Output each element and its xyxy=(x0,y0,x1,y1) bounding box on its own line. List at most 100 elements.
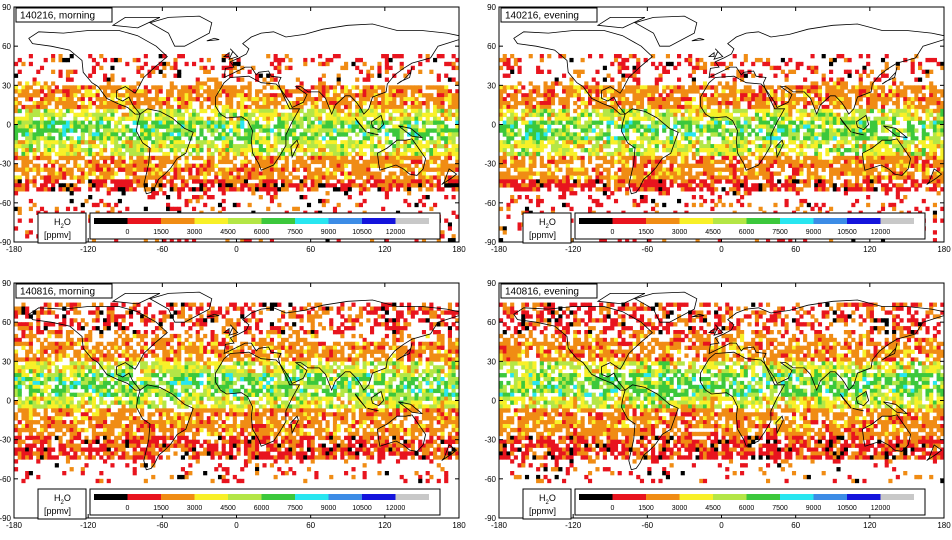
vapour-cell xyxy=(803,121,807,125)
vapour-cell xyxy=(92,136,96,140)
vapour-cell xyxy=(144,156,148,160)
vapour-cell xyxy=(44,85,48,89)
vapour-cell xyxy=(403,164,407,168)
vapour-cell xyxy=(155,101,159,105)
vapour-cell xyxy=(218,136,222,140)
vapour-cell xyxy=(225,168,229,172)
vapour-cell xyxy=(595,109,599,113)
vapour-cell xyxy=(170,144,174,148)
vapour-cell xyxy=(818,152,822,156)
vapour-cell xyxy=(155,97,159,101)
vapour-cell xyxy=(392,54,396,58)
vapour-cell xyxy=(114,58,118,62)
vapour-cell xyxy=(907,105,911,109)
vapour-cell xyxy=(103,203,107,207)
vapour-cell xyxy=(792,105,796,109)
vapour-cell xyxy=(662,117,666,121)
vapour-cell xyxy=(792,136,796,140)
vapour-cell xyxy=(359,70,363,74)
vapour-cell xyxy=(344,175,348,179)
vapour-cell xyxy=(148,101,152,105)
vapour-cell xyxy=(66,74,70,78)
vapour-cell xyxy=(521,152,525,156)
vapour-cell xyxy=(84,148,88,152)
vapour-cell xyxy=(407,140,411,144)
vapour-cell xyxy=(829,109,833,113)
vapour-cell xyxy=(333,187,337,191)
vapour-cell xyxy=(896,85,900,89)
vapour-cell xyxy=(44,183,48,187)
vapour-cell xyxy=(300,164,304,168)
vapour-cell xyxy=(658,105,662,109)
vapour-cell xyxy=(18,93,22,97)
vapour-cell xyxy=(47,148,51,152)
vapour-cell xyxy=(77,175,81,179)
vapour-cell xyxy=(244,144,248,148)
vapour-cell xyxy=(237,93,241,97)
vapour-cell xyxy=(896,109,900,113)
vapour-cell xyxy=(551,85,555,89)
vapour-cell xyxy=(359,164,363,168)
vapour-cell xyxy=(118,121,122,125)
vapour-cell xyxy=(744,85,748,89)
vapour-cell xyxy=(799,121,803,125)
vapour-cell xyxy=(751,62,755,66)
vapour-cell xyxy=(188,101,192,105)
vapour-cell xyxy=(503,101,507,105)
vapour-cell xyxy=(288,113,292,117)
vapour-cell xyxy=(662,128,666,132)
vapour-cell xyxy=(62,168,66,172)
vapour-cell xyxy=(692,144,696,148)
vapour-cell xyxy=(566,132,570,136)
vapour-cell xyxy=(36,172,40,176)
vapour-cell xyxy=(337,160,341,164)
vapour-cell xyxy=(710,156,714,160)
vapour-cell xyxy=(33,89,37,93)
vapour-cell xyxy=(814,93,818,97)
vapour-cell xyxy=(36,144,40,148)
vapour-cell xyxy=(822,125,826,129)
vapour-cell xyxy=(900,93,904,97)
vapour-cell xyxy=(155,168,159,172)
vapour-cell xyxy=(914,97,918,101)
vapour-cell xyxy=(614,54,618,58)
vapour-cell xyxy=(770,148,774,152)
vapour-cell xyxy=(573,132,577,136)
vapour-cell xyxy=(558,144,562,148)
vapour-cell xyxy=(633,113,637,117)
vapour-cell xyxy=(270,175,274,179)
vapour-cell xyxy=(203,179,207,183)
vapour-cell xyxy=(822,121,826,125)
vapour-cell xyxy=(129,156,133,160)
vapour-cell xyxy=(677,62,681,66)
vapour-cell xyxy=(311,125,315,129)
vapour-cell xyxy=(699,117,703,121)
vapour-cell xyxy=(581,125,585,129)
vapour-cell xyxy=(363,164,367,168)
vapour-cell xyxy=(651,132,655,136)
vapour-cell xyxy=(518,70,522,74)
vapour-cell xyxy=(107,128,111,132)
vapour-cell xyxy=(33,164,37,168)
vapour-cell xyxy=(88,172,92,176)
vapour-cell xyxy=(773,136,777,140)
vapour-cell xyxy=(110,105,114,109)
vapour-cell xyxy=(914,113,918,117)
vapour-cell xyxy=(14,187,18,191)
vapour-cell xyxy=(581,58,585,62)
vapour-cell xyxy=(18,89,22,93)
vapour-cell xyxy=(374,183,378,187)
vapour-cell xyxy=(211,78,215,82)
vapour-cell xyxy=(437,93,441,97)
vapour-cell xyxy=(110,140,114,144)
vapour-cell xyxy=(385,183,389,187)
vapour-cell xyxy=(40,113,44,117)
vapour-cell xyxy=(207,89,211,93)
vapour-cell xyxy=(544,89,548,93)
vapour-cell xyxy=(303,58,307,62)
vapour-cell xyxy=(329,152,333,156)
vapour-cell xyxy=(499,93,503,97)
vapour-cell xyxy=(547,101,551,105)
vapour-cell xyxy=(911,85,915,89)
vapour-cell xyxy=(122,93,126,97)
